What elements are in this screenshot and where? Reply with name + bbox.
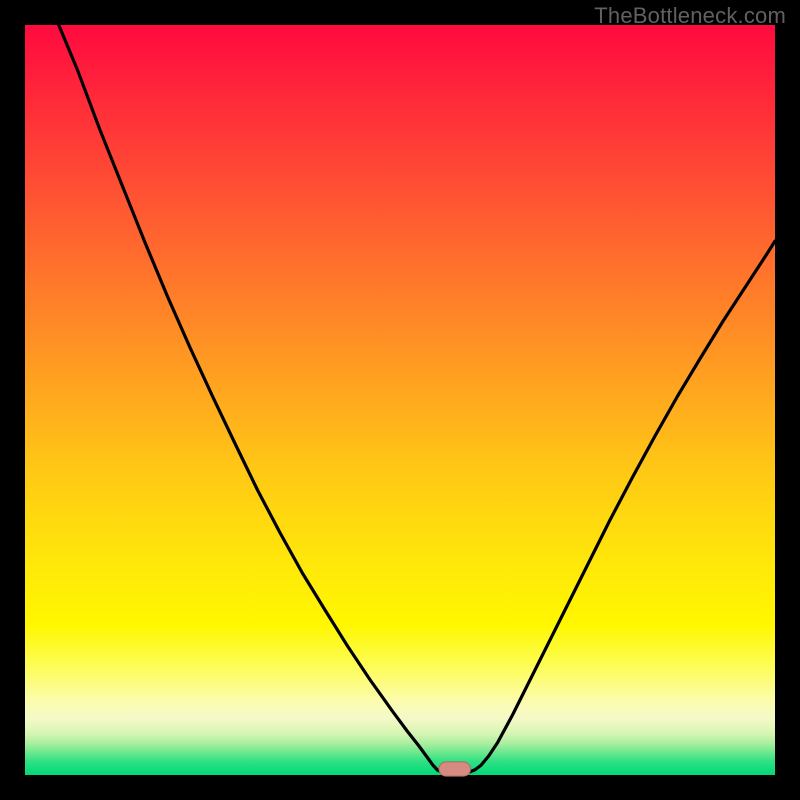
optimal-marker xyxy=(439,762,471,776)
watermark-text: TheBottleneck.com xyxy=(594,3,786,29)
heat-gradient xyxy=(25,25,775,775)
bottleneck-chart xyxy=(0,0,800,800)
